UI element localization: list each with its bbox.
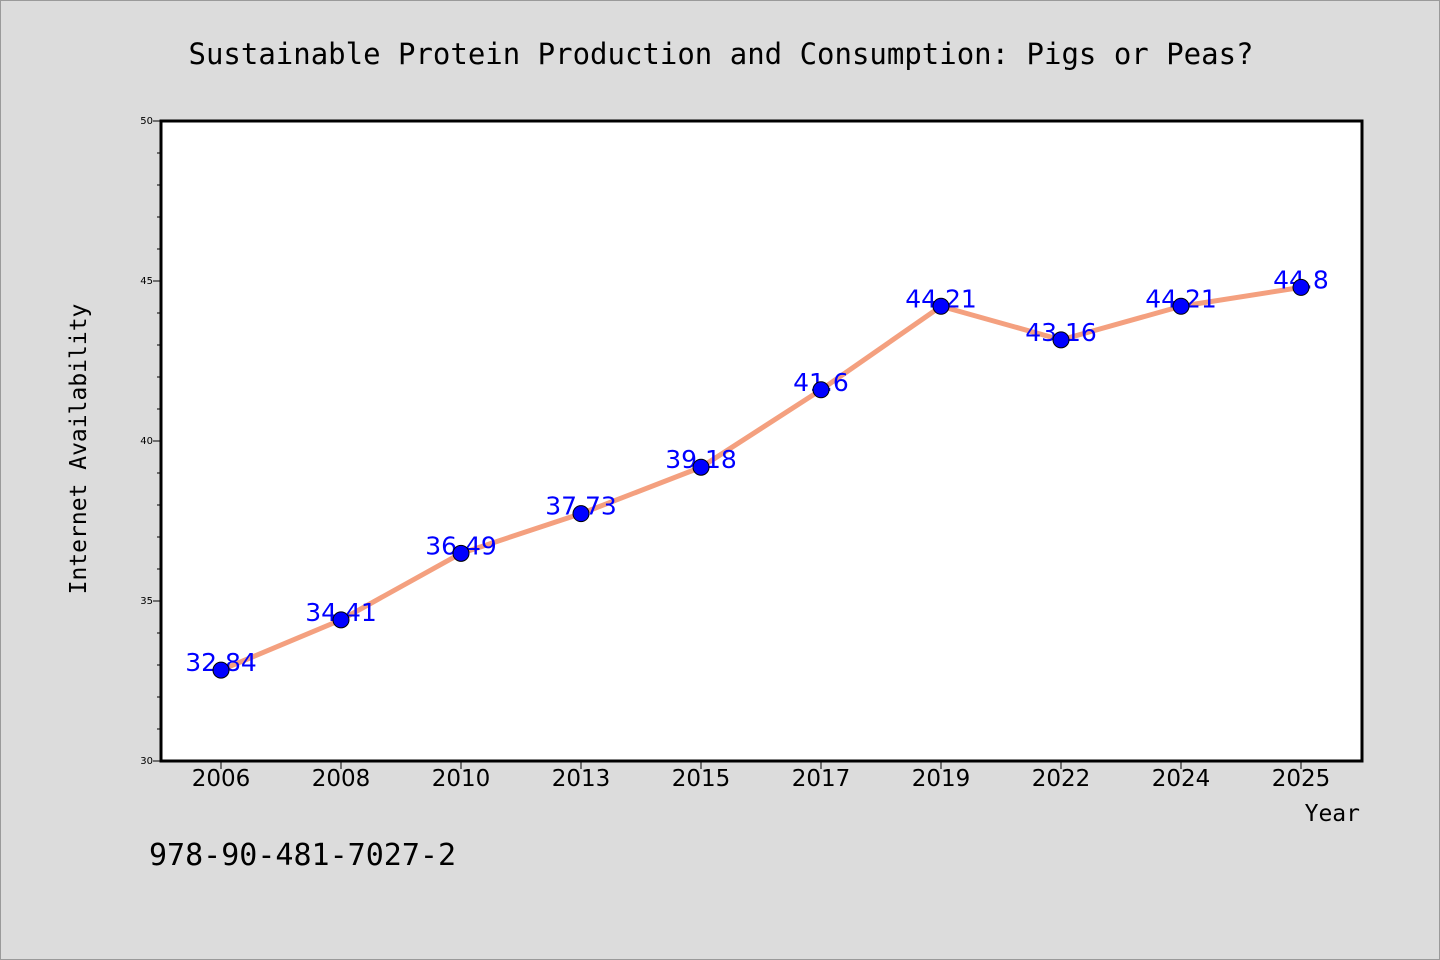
y-axis-ticks: 30 35 40 45 50 xyxy=(140,116,161,767)
data-point xyxy=(1172,297,1190,315)
x-tick-label: 2022 xyxy=(1032,766,1091,792)
x-tick-label: 2008 xyxy=(312,766,371,792)
y-axis-label: Internet Availability xyxy=(66,304,92,595)
x-axis-ticks: 2006 2008 2010 2013 2015 2017 2019 2022 2024 2025 xyxy=(192,761,1331,792)
data-point xyxy=(572,505,590,523)
data-point xyxy=(932,297,950,315)
y-tick-label: 40 xyxy=(140,436,153,447)
footer-code: 978-90-481-7027-2 xyxy=(149,838,456,873)
x-tick-label: 2017 xyxy=(792,766,851,792)
y-tick-label: 35 xyxy=(140,596,153,607)
x-tick-label: 2019 xyxy=(912,766,971,792)
chart-title: Sustainable Protein Production and Consu… xyxy=(188,37,1253,71)
x-tick-label: 2015 xyxy=(672,766,731,792)
x-tick-label: 2013 xyxy=(552,766,611,792)
series-line xyxy=(218,284,1304,673)
data-markers xyxy=(212,278,1310,679)
x-tick-label: 2024 xyxy=(1152,766,1211,792)
data-point xyxy=(1292,278,1310,296)
x-tick-label: 2025 xyxy=(1272,766,1331,792)
plot-area xyxy=(159,119,1364,763)
x-axis-label: Year xyxy=(1305,801,1360,827)
y-axis-minor-ticks xyxy=(157,152,161,730)
data-point xyxy=(692,458,710,476)
y-tick-label: 50 xyxy=(140,116,153,127)
data-point xyxy=(812,381,830,399)
data-point xyxy=(452,544,470,562)
y-tick-label: 30 xyxy=(140,756,153,767)
data-point xyxy=(212,661,230,679)
x-tick-label: 2010 xyxy=(432,766,491,792)
x-tick-label: 2006 xyxy=(192,766,251,792)
data-point xyxy=(332,611,350,629)
data-point xyxy=(1052,331,1070,349)
y-tick-label: 45 xyxy=(140,276,153,287)
